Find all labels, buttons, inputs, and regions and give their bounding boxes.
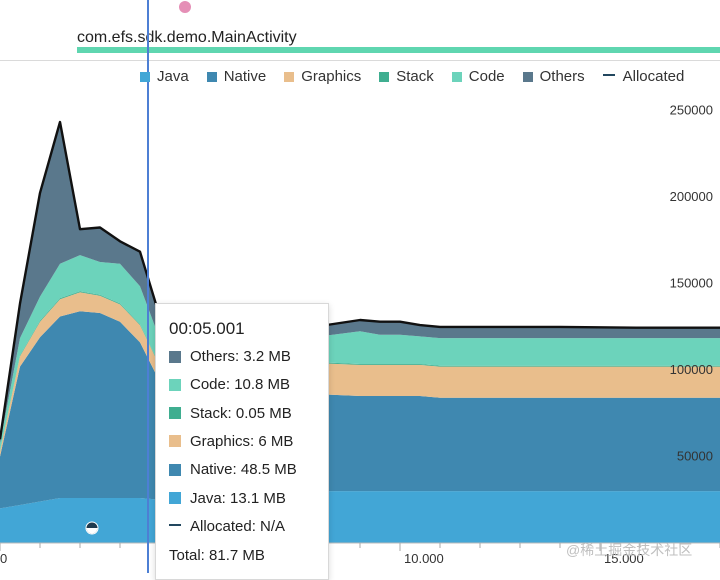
legend-item-graphics[interactable]: Graphics [284, 68, 361, 85]
legend-label: Allocated [622, 68, 685, 85]
tooltip-row: Allocated: N/A [169, 518, 285, 535]
legend-swatch-icon [379, 71, 390, 82]
legend-swatch-icon [451, 71, 462, 82]
x-tick-label: 15.000 [604, 551, 644, 566]
legend-swatch-icon [602, 74, 615, 79]
legend-label: Code [468, 68, 505, 85]
tooltip-row-text: Native: 48.5 MB [190, 461, 297, 479]
area-graphics [0, 292, 720, 457]
gc-event-icon-half [86, 528, 98, 534]
tooltip-row: Native: 48.5 MB [169, 461, 297, 478]
legend-item-native[interactable]: Native [206, 68, 267, 85]
tooltip-row-text: Java: 13.1 MB [190, 489, 286, 507]
tooltip-swatch-icon [169, 435, 181, 448]
hover-tooltip: 00:05.001 Others: 3.2 MB Code: 10.8 MB Sta… [155, 303, 329, 580]
legend-label: Graphics [301, 68, 362, 85]
tooltip-total: Total: 81.7 MB [169, 547, 265, 564]
tooltip-row: Graphics: 6 MB [169, 433, 293, 450]
tooltip-row-text: Graphics: 6 MB [190, 432, 294, 450]
legend-label: Others [539, 68, 585, 85]
tooltip-row-text: Others: 3.2 MB [190, 348, 291, 365]
tooltip-swatch-icon [169, 492, 181, 504]
legend-label: Stack [396, 68, 434, 85]
tooltip-swatch-icon [169, 463, 181, 476]
tooltip-row: Code: 10.8 MB [169, 376, 290, 393]
y-tick-label: 200000 [670, 189, 713, 204]
legend-item-stack[interactable]: Stack [379, 68, 434, 85]
x-tick-label: 10.000 [404, 551, 444, 566]
tooltip-row: Java: 13.1 MB [169, 490, 286, 507]
activity-label: com.efs.sdk.demo.MainActivity [77, 29, 297, 46]
y-tick-label: 150000 [670, 276, 713, 291]
tooltip-row-text: Allocated: N/A [190, 517, 286, 535]
legend-swatch-icon [284, 71, 295, 82]
legend-swatch-icon [140, 71, 150, 82]
session-marker-dot[interactable] [179, 1, 191, 13]
tooltip-swatch-icon [169, 378, 181, 391]
legend-item-others[interactable]: Others [522, 68, 585, 85]
legend-label: Java [157, 68, 189, 85]
top-divider [0, 60, 720, 61]
tooltip-row-text: Code: 10.8 MB [190, 376, 291, 394]
activity-bar[interactable] [77, 47, 720, 53]
area-java [0, 491, 720, 543]
y-tick-label: 250000 [670, 103, 713, 118]
tooltip-swatch-icon [169, 350, 181, 363]
tooltip-row: Others: 3.2 MB [169, 348, 291, 365]
watermark: @稀土掘金技术社区 [566, 542, 693, 558]
tooltip-time: 00:05.001 [169, 319, 245, 338]
legend-label: Native [223, 68, 267, 85]
area-code [0, 255, 720, 451]
y-tick-label: 100000 [670, 362, 713, 377]
tooltip-row-text: Stack: 0.05 MB [190, 404, 292, 422]
chart-legend: Java Native Graphics Stack Code Others Allocat… [140, 68, 684, 85]
tooltip-row: Stack: 0.05 MB [169, 405, 292, 422]
legend-item-java[interactable]: Java [140, 68, 189, 85]
legend-item-allocated[interactable]: Allocated [602, 68, 685, 85]
legend-swatch-icon [206, 71, 217, 82]
legend-item-code[interactable]: Code [451, 68, 505, 85]
tooltip-swatch-icon [169, 407, 181, 420]
legend-swatch-icon [522, 71, 533, 82]
x-tick-label: 0 [0, 551, 7, 566]
tooltip-swatch-icon [169, 524, 181, 528]
y-tick-label: 50000 [677, 449, 713, 464]
